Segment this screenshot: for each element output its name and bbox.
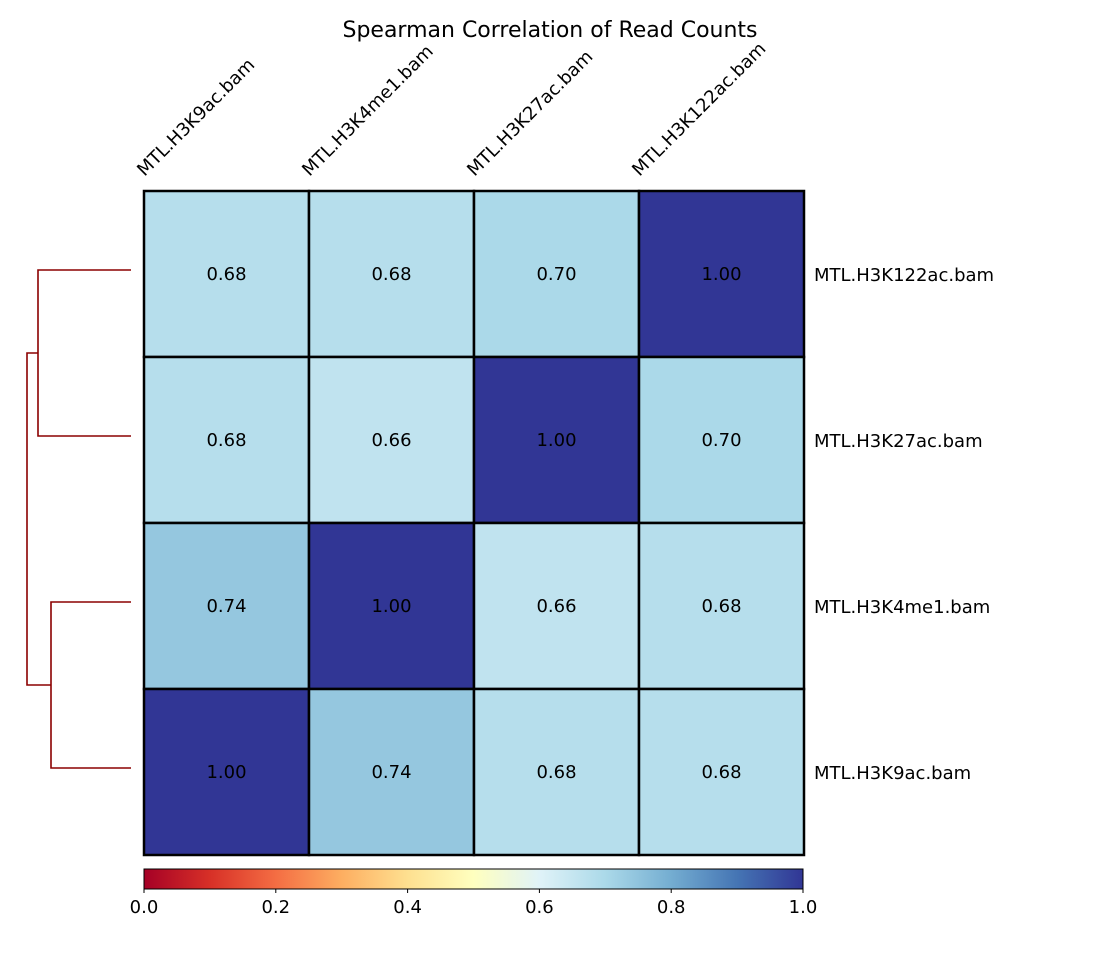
cell-value-label: 0.66 — [536, 596, 576, 617]
heatmap-cells: 0.68 0.68 0.70 1.00 0.68 0.66 1.00 0.70 0.74 1.00… — [142, 189, 806, 857]
column-labels: MTL.H3K9ac.bam MTL.H3K4me1.bam MTL.H3K27ac… — [133, 38, 770, 180]
heatmap-cell — [637, 521, 806, 691]
cell-value-label: 0.66 — [371, 430, 411, 451]
cell-value-label: 0.70 — [701, 430, 741, 451]
row-label: MTL.H3K122ac.bam — [814, 265, 994, 286]
heatmap-cell — [142, 189, 311, 359]
cell-value-label: 1.00 — [206, 762, 246, 783]
column-label: MTL.H3K4me1.bam — [298, 41, 438, 181]
colorbar-tick-label: 0.0 — [130, 897, 159, 918]
colorbar-tick-label: 0.6 — [525, 897, 554, 918]
row-label: MTL.H3K9ac.bam — [814, 763, 971, 784]
colorbar-gradient — [143, 868, 804, 890]
column-label: MTL.H3K122ac.bam — [628, 38, 770, 180]
cell-value-label: 1.00 — [536, 430, 576, 451]
heatmap-cell — [637, 687, 806, 857]
heatmap-cell — [637, 355, 806, 525]
colorbar-tick-label: 1.0 — [789, 897, 818, 918]
heatmap-cell — [307, 687, 476, 857]
heatmap-cell — [472, 189, 641, 359]
heatmap-cell — [307, 521, 476, 691]
column-label: MTL.H3K27ac.bam — [463, 46, 597, 180]
cell-value-label: 1.00 — [701, 264, 741, 285]
cell-value-label: 1.00 — [371, 596, 411, 617]
colorbar-tick-label: 0.8 — [657, 897, 686, 918]
cell-value-label: 0.74 — [371, 762, 411, 783]
cell-value-label: 0.68 — [536, 762, 576, 783]
heatmap-cell — [637, 189, 806, 359]
dendrogram-branch — [37, 269, 131, 437]
cell-value-label: 0.68 — [701, 762, 741, 783]
chart-title: Spearman Correlation of Read Counts — [342, 18, 757, 43]
column-label: MTL.H3K9ac.bam — [133, 55, 259, 181]
colorbar: 0.0 0.2 0.4 0.6 0.8 1.0 — [130, 868, 818, 918]
colorbar-tick-label: 0.2 — [261, 897, 290, 918]
row-labels: MTL.H3K122ac.bam MTL.H3K27ac.bam MTL.H3K4m… — [814, 265, 994, 784]
cell-value-label: 0.70 — [536, 264, 576, 285]
cell-value-label: 0.68 — [701, 596, 741, 617]
dendrogram — [26, 269, 131, 769]
heatmap-cell — [307, 355, 476, 525]
cell-value-label: 0.68 — [206, 430, 246, 451]
row-label: MTL.H3K27ac.bam — [814, 431, 983, 452]
dendrogram-root — [26, 352, 51, 686]
cell-value-label: 0.68 — [371, 264, 411, 285]
dendrogram-branch — [50, 601, 131, 769]
cell-value-label: 0.74 — [206, 596, 246, 617]
heatmap-cell — [142, 687, 311, 857]
cell-value-label: 0.68 — [206, 264, 246, 285]
heatmap-cell — [307, 189, 476, 359]
colorbar-tick-label: 0.4 — [393, 897, 422, 918]
row-label: MTL.H3K4me1.bam — [814, 597, 990, 618]
